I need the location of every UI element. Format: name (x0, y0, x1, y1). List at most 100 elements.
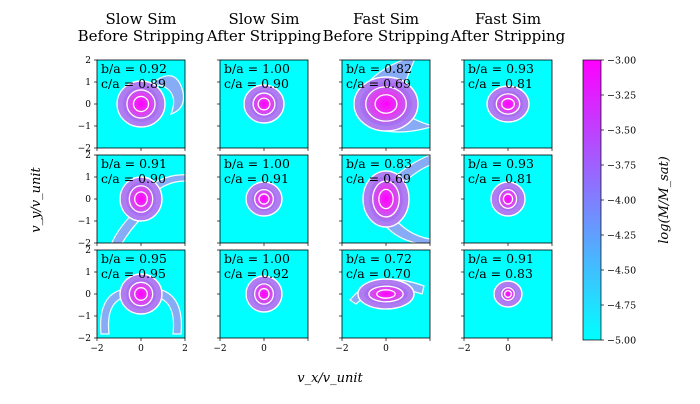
contour-inner (376, 289, 396, 299)
colorbar-bar (582, 59, 602, 341)
panel: b/a = 0.83c/a = 0.69 (339, 154, 431, 246)
x-tick-label: −2 (457, 344, 470, 354)
x-tick-label: −2 (213, 344, 226, 354)
axis-ratio-ba: b/a = 0.91 (101, 156, 167, 171)
x-axis-label: v_x/v_unit (297, 371, 363, 386)
panel: b/a = 1.00c/a = 0.92 (217, 249, 309, 341)
panel: b/a = 1.00c/a = 0.90 (217, 59, 309, 151)
column-title-line1: Fast Sim (353, 10, 419, 28)
contour-inner (132, 95, 150, 113)
contour-outer (128, 185, 154, 213)
y-tick-label: 2 (85, 246, 91, 256)
panel: b/a = 0.72c/a = 0.70 (339, 249, 431, 341)
column-title-line2: Before Stripping (78, 27, 205, 45)
contour-inner (374, 94, 398, 114)
contour-outer (501, 287, 515, 301)
density-core (250, 90, 278, 118)
density-core (497, 187, 519, 211)
axis-ratio-ca: c/a = 0.91 (224, 171, 289, 186)
y-tick-label: 0 (85, 290, 91, 300)
axis-ratio-ba: b/a = 0.83 (346, 156, 412, 171)
contour-inner (502, 193, 514, 205)
contour-inner (503, 289, 513, 299)
axis-ratio-ca: c/a = 0.69 (346, 171, 411, 186)
x-tick-label: 0 (261, 344, 267, 354)
density-core (369, 176, 403, 222)
stream-region (149, 75, 185, 115)
contour-outer (128, 281, 154, 307)
axis-ratio-ba: b/a = 1.00 (224, 61, 290, 76)
density-core (126, 279, 156, 309)
y-tick-label: −1 (78, 312, 91, 322)
contour-inner (501, 97, 515, 111)
y-tick-label: 1 (85, 268, 91, 278)
density-core (364, 284, 408, 304)
y-tick-label: −2 (78, 144, 91, 154)
contour-outer (365, 86, 407, 122)
panel: b/a = 0.91c/a = 0.83 (461, 249, 553, 341)
axis-ratio-ba: b/a = 0.92 (101, 61, 167, 76)
x-tick-label: 0 (505, 344, 511, 354)
density-core (360, 82, 412, 126)
x-tick-label: 0 (138, 344, 144, 354)
panel: b/a = 0.92c/a = 0.89 (94, 59, 186, 151)
density-core (252, 281, 276, 307)
y-tick-label: 1 (85, 173, 91, 183)
axis-ratio-ca: c/a = 0.81 (468, 171, 533, 186)
axis-ratio-ca: c/a = 0.81 (468, 76, 533, 91)
colorbar-tick-label: −3.50 (607, 126, 636, 137)
axis-ratio-ba: b/a = 0.91 (468, 251, 534, 266)
y-axis-label: v_y/v_unit (29, 166, 44, 232)
y-tick-label: 2 (85, 56, 91, 66)
column-title-line2: Before Stripping (323, 27, 450, 45)
contour-inner (134, 287, 148, 301)
contour-outer (252, 92, 276, 116)
x-tick-label: −2 (90, 344, 103, 354)
density-core (123, 86, 159, 122)
axis-ratio-ba: b/a = 0.72 (346, 251, 412, 266)
y-tick-label: 1 (85, 78, 91, 88)
axis-ratio-ca: c/a = 0.90 (101, 171, 166, 186)
axis-ratio-ba: b/a = 0.82 (346, 61, 412, 76)
colorbar-tick-label: −4.25 (607, 231, 636, 242)
y-tick-label: −1 (78, 217, 91, 227)
axis-ratio-ca: c/a = 0.92 (224, 266, 289, 281)
column-title-line1: Fast Sim (475, 10, 541, 28)
axis-ratio-ba: b/a = 0.93 (468, 61, 534, 76)
column-title-line2: After Stripping (206, 27, 322, 45)
colorbar-tick-label: −3.75 (607, 161, 636, 172)
colorbar-tick-label: −4.50 (607, 266, 636, 277)
column-title-line2: After Stripping (450, 27, 566, 45)
contour-outer (253, 188, 275, 210)
contour-outer (126, 89, 156, 119)
axis-ratio-ba: b/a = 1.00 (224, 251, 290, 266)
contour-inner (258, 193, 270, 205)
axis-ratio-ca: c/a = 0.70 (346, 266, 411, 281)
x-tick-label: −2 (335, 344, 348, 354)
y-tick-label: 0 (85, 195, 91, 205)
density-core (493, 91, 523, 117)
colorbar-tick-label: −4.00 (607, 196, 636, 207)
y-tick-label: 2 (85, 151, 91, 161)
x-tick-labels: −2 0 2 −2 0 −2 0 −2 0 (90, 344, 511, 354)
panel: b/a = 0.82c/a = 0.69 (339, 59, 431, 151)
colorbar: −3.00 −3.25 −3.50 −3.75 −4.00 −4.25 −4.50 −4.75… (582, 56, 672, 347)
axis-ratio-ca: c/a = 0.69 (346, 76, 411, 91)
axis-ratio-ba: b/a = 1.00 (224, 156, 290, 171)
contour-inner (257, 97, 271, 111)
contour-inner (378, 188, 394, 210)
contour-outer (498, 188, 518, 210)
x-tick-label: 0 (383, 344, 389, 354)
panel: b/a = 1.00c/a = 0.91 (217, 154, 309, 246)
colorbar-tick-label: −5.00 (607, 336, 636, 347)
axis-labels: v_x/v_unit v_y/v_unit (29, 166, 364, 386)
panel: b/a = 0.91c/a = 0.90 (94, 154, 186, 246)
colorbar-label: log(M/M_sat) (657, 156, 672, 244)
colorbar-tick-label: −4.75 (607, 301, 636, 312)
axis-ratio-ca: c/a = 0.90 (224, 76, 289, 91)
column-title-line1: Slow Sim (105, 10, 176, 28)
contour-inner (134, 191, 148, 207)
density-core (126, 182, 156, 216)
